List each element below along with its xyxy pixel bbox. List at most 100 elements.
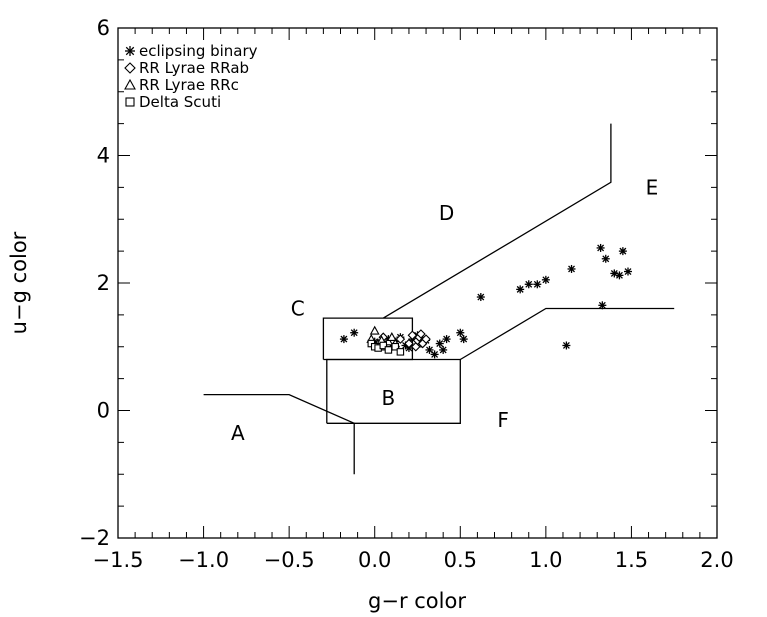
axis-ticks: −1.5 −1.0 −0.5 0.0 0.5 1.0 1.5 2.0 −2 0 2 4 6 (79, 16, 734, 572)
region-labels: A B C D E F (231, 175, 658, 444)
legend-item: eclipsing binary (125, 42, 258, 60)
asterisk-stroke (436, 340, 444, 348)
asterisk-stroke (562, 342, 570, 349)
asterisk-point (624, 267, 633, 276)
asterisk-stroke (439, 346, 447, 354)
asterisk-point (350, 328, 359, 337)
y-tick-label: 2 (97, 271, 110, 295)
asterisk-point (339, 335, 348, 344)
asterisk-point (567, 264, 576, 273)
asterisk-stroke (615, 271, 623, 279)
asterisk-point (439, 345, 448, 354)
asterisk-stroke (602, 255, 610, 263)
asterisk-stroke (350, 329, 358, 337)
region-label-B: B (382, 386, 396, 410)
region-label-D: D (439, 201, 454, 225)
region-label-A: A (231, 421, 245, 445)
asterisk-stroke (460, 335, 468, 343)
region-label-F: F (497, 408, 509, 432)
diamond-point (411, 341, 421, 352)
asterisk-point (615, 271, 624, 280)
diamond-point (416, 329, 426, 339)
legend-triangle-icon (124, 78, 136, 90)
legend-label: Delta Scuti (139, 93, 221, 111)
asterisk-stroke (624, 268, 632, 275)
asterisk-stroke (477, 293, 485, 301)
square-point (379, 341, 388, 350)
y-tick-label: 0 (97, 399, 110, 423)
x-tick-label: 1.0 (529, 548, 562, 572)
asterisk-stroke (443, 335, 451, 343)
diamond-point (407, 330, 418, 341)
x-tick-label: −0.5 (264, 548, 315, 572)
asterisk-stroke (456, 329, 464, 337)
asterisk-stroke (340, 335, 348, 343)
diamond-point (395, 334, 406, 344)
legend-square-icon (125, 97, 135, 107)
asterisk-point (601, 254, 610, 263)
y-tick-label: −2 (79, 526, 110, 550)
asterisk-point (459, 335, 468, 344)
asterisk-point (533, 280, 542, 289)
asterisk-stroke (597, 244, 605, 252)
legend-asterisk-icon (125, 46, 135, 56)
asterisk-point (524, 280, 533, 289)
asterisk-stroke (610, 269, 618, 277)
asterisk-point (596, 243, 605, 252)
region-D-E-boundary (382, 123, 612, 319)
x-tick-label: 2.0 (700, 548, 733, 572)
legend-item: Delta Scuti (125, 93, 221, 111)
region-label-C: C (291, 297, 305, 321)
asterisk-point (425, 345, 434, 354)
region-label-E: E (646, 175, 659, 199)
asterisk-stroke (125, 46, 135, 56)
asterisk-stroke (525, 280, 533, 288)
asterisk-point (562, 341, 571, 350)
asterisk-point (442, 335, 451, 344)
y-tick-label: 6 (97, 16, 110, 40)
legend-item: RR Lyrae RRc (124, 76, 239, 94)
triangle-point (369, 325, 380, 335)
x-tick-label: −1.5 (93, 548, 144, 572)
diamond-point (421, 334, 431, 344)
asterisk-point (598, 301, 607, 310)
region-A-boundary (203, 393, 355, 475)
legend-label: RR Lyrae RRc (139, 76, 239, 94)
region-E-F-boundary (459, 307, 675, 361)
asterisk-stroke (431, 350, 439, 358)
triangle-point (386, 332, 397, 341)
asterisk-point (541, 275, 550, 284)
asterisk-point (516, 285, 525, 294)
region-lines (203, 123, 675, 475)
asterisk-stroke (426, 346, 433, 354)
series-delta-scuti (367, 339, 405, 356)
asterisk-stroke (542, 276, 550, 284)
y-tick-label: 4 (97, 144, 110, 168)
asterisk-point (476, 293, 485, 302)
x-tick-label: 0.5 (444, 548, 477, 572)
asterisk-stroke (533, 280, 541, 288)
diamond-point (404, 338, 414, 349)
square-point (384, 346, 393, 354)
asterisk-point (430, 350, 439, 359)
x-tick-label: −1.0 (178, 548, 229, 572)
square-point (391, 342, 400, 351)
legend-item: RR Lyrae RRab (124, 59, 249, 77)
data-points (339, 243, 633, 359)
legend-label: eclipsing binary (139, 42, 258, 60)
asterisk-stroke (568, 265, 575, 273)
x-tick-label: 1.5 (615, 548, 648, 572)
asterisk-stroke (516, 285, 524, 293)
legend-diamond-icon (124, 62, 136, 74)
asterisk-point (456, 328, 465, 337)
asterisk-point (435, 339, 444, 348)
asterisk-point (618, 247, 627, 256)
legend-label: RR Lyrae RRab (139, 59, 249, 77)
square-point (396, 348, 405, 356)
x-axis-label: g−r color (368, 589, 466, 613)
asterisk-stroke (598, 301, 606, 309)
y-axis-label: u−g color (7, 231, 31, 334)
x-tick-label: 0.0 (358, 548, 391, 572)
